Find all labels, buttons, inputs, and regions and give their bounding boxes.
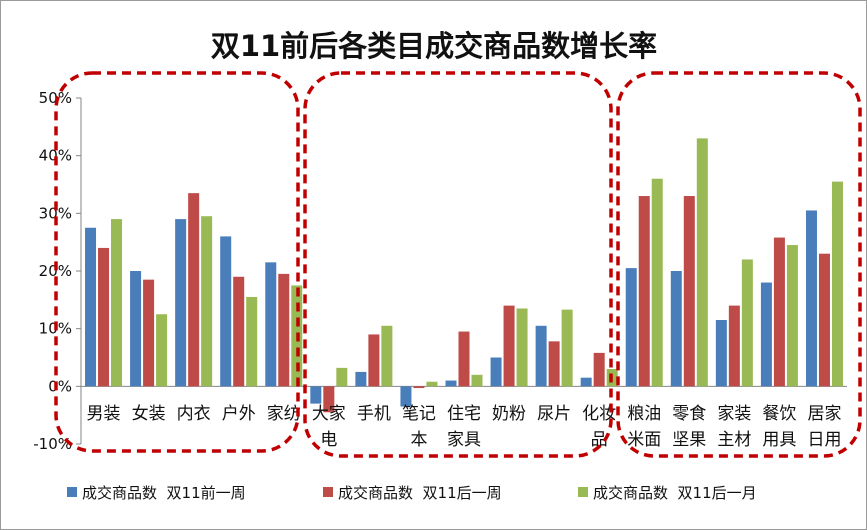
highlight-box bbox=[616, 71, 862, 458]
y-tick-label: 0% bbox=[48, 377, 72, 395]
x-tick-label: 奶粉 bbox=[492, 404, 526, 424]
bar bbox=[400, 386, 412, 407]
legend: 成交商品数 双11前一周 成交商品数 双11后一周 成交商品数 双11后一月 bbox=[67, 484, 757, 502]
x-tick-label: 主材 bbox=[717, 430, 751, 450]
bar bbox=[696, 138, 708, 387]
legend-swatch bbox=[578, 487, 588, 497]
bar bbox=[786, 245, 798, 387]
x-tick-label: 零食 bbox=[672, 404, 706, 424]
x-tick-label: 家装 bbox=[717, 404, 751, 424]
x-tick-label: 家纺 bbox=[267, 404, 301, 424]
bar bbox=[773, 237, 785, 387]
x-tick-label: 坚果 bbox=[672, 430, 706, 450]
x-tick-label: 粮油 bbox=[627, 404, 661, 424]
bar bbox=[130, 271, 142, 387]
x-tick-label: 居家 bbox=[807, 404, 841, 424]
legend-swatch bbox=[67, 487, 77, 497]
legend-swatch bbox=[323, 487, 333, 497]
bar bbox=[246, 296, 258, 387]
x-tick-label: 大家 bbox=[312, 404, 346, 424]
x-tick-label: 住宅 bbox=[447, 404, 481, 424]
bar bbox=[503, 305, 515, 387]
bars-layer bbox=[85, 138, 843, 413]
legend-label: 成交商品数 双11前一周 bbox=[82, 484, 246, 502]
bar bbox=[413, 386, 425, 389]
bar bbox=[265, 262, 277, 387]
bar bbox=[381, 325, 393, 387]
x-tick-label: 日用 bbox=[807, 430, 841, 450]
bar bbox=[143, 279, 155, 387]
x-tick-label: 男装 bbox=[87, 404, 121, 424]
y-tick-label: -10% bbox=[33, 435, 72, 453]
bar bbox=[625, 268, 637, 387]
bar bbox=[355, 371, 367, 387]
bar bbox=[760, 282, 772, 387]
bar bbox=[548, 341, 560, 387]
x-tick-label: 用具 bbox=[762, 430, 796, 450]
bar bbox=[516, 308, 528, 387]
bar bbox=[278, 273, 290, 387]
y-tick-label: 20% bbox=[39, 262, 72, 280]
x-tick-label: 家具 bbox=[447, 430, 481, 450]
x-tick-label: 手机 bbox=[357, 404, 391, 424]
x-tick-label: 餐饮 bbox=[762, 404, 796, 424]
bar bbox=[683, 196, 695, 387]
highlight-box bbox=[54, 71, 300, 453]
x-tick-label: 品 bbox=[591, 430, 608, 450]
highlight-box bbox=[303, 71, 613, 458]
bar bbox=[741, 259, 753, 387]
x-tick-label: 化妆 bbox=[582, 404, 616, 424]
y-tick-label: 30% bbox=[39, 204, 72, 222]
legend-label: 成交商品数 双11后一周 bbox=[338, 484, 502, 502]
x-tick-label: 内衣 bbox=[177, 404, 211, 424]
axis-layer: -10%0%10%20%30%40%50% bbox=[33, 89, 847, 453]
x-tick-label: 本 bbox=[410, 430, 427, 450]
bar bbox=[535, 325, 547, 387]
bar bbox=[368, 334, 380, 387]
bar bbox=[310, 386, 322, 404]
x-tick-label: 电 bbox=[320, 430, 337, 450]
bar bbox=[561, 309, 573, 387]
x-tick-label: 笔记 bbox=[402, 404, 436, 424]
x-tick-label: 尿片 bbox=[537, 404, 571, 424]
bar bbox=[580, 377, 592, 387]
bar bbox=[323, 386, 335, 413]
highlight-boxes bbox=[54, 71, 862, 458]
bar bbox=[336, 367, 348, 387]
bar bbox=[445, 380, 457, 387]
bar bbox=[593, 352, 605, 387]
bar bbox=[458, 331, 470, 387]
bar bbox=[220, 236, 232, 387]
bar bbox=[426, 381, 438, 387]
x-tick-label: 户外 bbox=[222, 404, 256, 424]
bar bbox=[471, 374, 483, 387]
bar bbox=[651, 178, 663, 387]
bar bbox=[670, 271, 682, 387]
bar bbox=[111, 219, 123, 387]
bar bbox=[156, 314, 168, 387]
bar bbox=[818, 253, 830, 387]
bar bbox=[715, 320, 727, 387]
bar bbox=[728, 305, 740, 387]
y-tick-label: 40% bbox=[39, 147, 72, 165]
bar bbox=[98, 247, 110, 387]
legend-label: 成交商品数 双11后一月 bbox=[593, 484, 757, 502]
bar bbox=[805, 210, 817, 387]
bar bbox=[233, 276, 245, 387]
x-tick-label: 米面 bbox=[627, 430, 661, 450]
x-tick-label: 女装 bbox=[132, 404, 166, 424]
bar bbox=[201, 216, 213, 387]
bar bbox=[638, 196, 650, 387]
bar bbox=[175, 219, 187, 387]
bar bbox=[188, 193, 200, 387]
bar bbox=[490, 357, 502, 387]
bar bbox=[85, 227, 97, 387]
y-tick-label: 50% bbox=[39, 89, 72, 107]
chart-title: 双11前后各类目成交商品数增长率 bbox=[211, 29, 657, 63]
bar bbox=[831, 181, 843, 387]
